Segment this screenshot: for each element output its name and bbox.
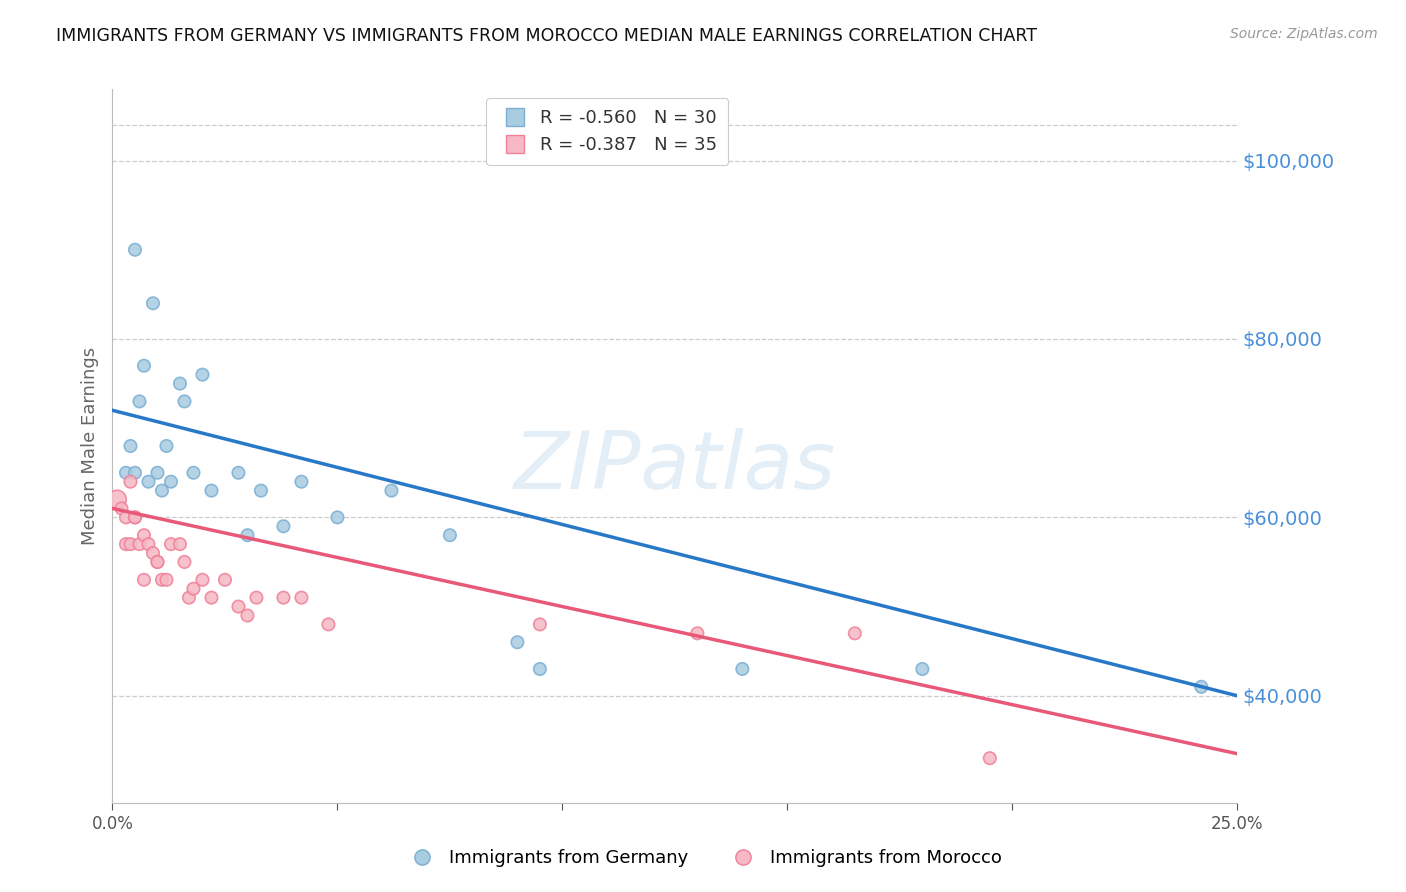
- Point: [183, 466, 205, 480]
- Point: [132, 528, 155, 542]
- Text: ZIPatlas: ZIPatlas: [513, 428, 837, 507]
- Point: [120, 537, 142, 551]
- Text: Source: ZipAtlas.com: Source: ZipAtlas.com: [1230, 27, 1378, 41]
- Point: [160, 537, 183, 551]
- Point: [200, 483, 222, 498]
- Point: [177, 591, 200, 605]
- Point: [110, 501, 132, 516]
- Point: [169, 537, 191, 551]
- Point: [138, 475, 160, 489]
- Point: [380, 483, 402, 498]
- Point: [115, 537, 138, 551]
- Point: [124, 510, 146, 524]
- Point: [236, 528, 259, 542]
- Point: [228, 599, 250, 614]
- Point: [124, 466, 146, 480]
- Point: [138, 537, 160, 551]
- Point: [115, 466, 138, 480]
- Point: [173, 394, 195, 409]
- Point: [191, 573, 214, 587]
- Legend: Immigrants from Germany, Immigrants from Morocco: Immigrants from Germany, Immigrants from…: [396, 842, 1010, 874]
- Point: [529, 662, 551, 676]
- Point: [132, 359, 155, 373]
- Point: [439, 528, 461, 542]
- Point: [245, 591, 267, 605]
- Point: [200, 591, 222, 605]
- Text: IMMIGRANTS FROM GERMANY VS IMMIGRANTS FROM MOROCCO MEDIAN MALE EARNINGS CORRELAT: IMMIGRANTS FROM GERMANY VS IMMIGRANTS FR…: [56, 27, 1038, 45]
- Point: [124, 243, 146, 257]
- Point: [731, 662, 754, 676]
- Point: [228, 466, 250, 480]
- Point: [155, 439, 177, 453]
- Point: [529, 617, 551, 632]
- Point: [150, 483, 173, 498]
- Point: [326, 510, 349, 524]
- Point: [250, 483, 273, 498]
- Point: [273, 519, 295, 533]
- Point: [132, 573, 155, 587]
- Point: [173, 555, 195, 569]
- Point: [844, 626, 866, 640]
- Point: [290, 591, 312, 605]
- Point: [183, 582, 205, 596]
- Point: [105, 492, 128, 507]
- Point: [120, 439, 142, 453]
- Point: [146, 555, 169, 569]
- Point: [214, 573, 236, 587]
- Point: [124, 510, 146, 524]
- Y-axis label: Median Male Earnings: Median Male Earnings: [80, 347, 98, 545]
- Point: [911, 662, 934, 676]
- Point: [236, 608, 259, 623]
- Legend: R = -0.560   N = 30, R = -0.387   N = 35: R = -0.560 N = 30, R = -0.387 N = 35: [486, 98, 728, 165]
- Point: [146, 466, 169, 480]
- Point: [115, 510, 138, 524]
- Point: [142, 546, 165, 560]
- Point: [979, 751, 1001, 765]
- Point: [191, 368, 214, 382]
- Point: [120, 475, 142, 489]
- Point: [160, 475, 183, 489]
- Point: [128, 394, 150, 409]
- Point: [318, 617, 340, 632]
- Point: [1189, 680, 1212, 694]
- Point: [506, 635, 529, 649]
- Point: [150, 573, 173, 587]
- Point: [146, 555, 169, 569]
- Point: [128, 537, 150, 551]
- Point: [142, 296, 165, 310]
- Point: [290, 475, 312, 489]
- Point: [273, 591, 295, 605]
- Point: [686, 626, 709, 640]
- Point: [169, 376, 191, 391]
- Point: [155, 573, 177, 587]
